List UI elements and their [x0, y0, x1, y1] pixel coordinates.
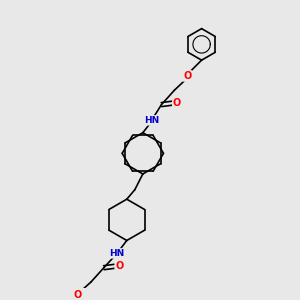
Text: O: O: [173, 98, 181, 108]
Text: O: O: [115, 261, 124, 271]
Text: O: O: [183, 71, 191, 81]
Text: HN: HN: [144, 116, 159, 125]
Text: HN: HN: [109, 249, 124, 258]
Text: O: O: [74, 290, 82, 300]
